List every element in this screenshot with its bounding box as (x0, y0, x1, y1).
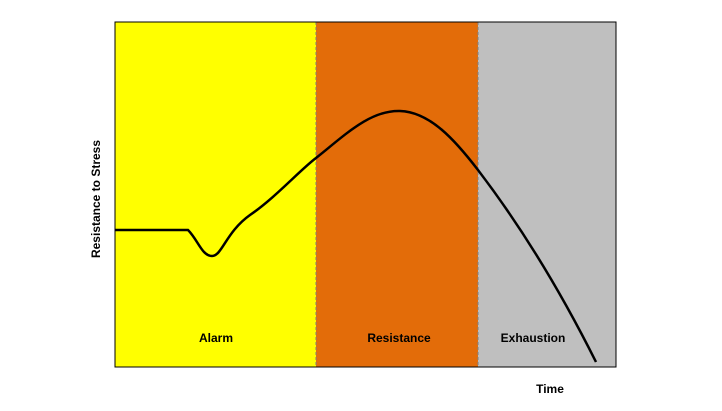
phase-label: Resistance (367, 331, 431, 345)
x-axis-label: Time (536, 382, 564, 396)
phase-label: Exhaustion (501, 331, 566, 345)
alarm-zone (115, 22, 316, 367)
resistance-zone (316, 22, 478, 367)
plot-frame (114, 21, 617, 368)
y-axis-label: Resistance to Stress (89, 140, 103, 258)
phase-label: Alarm (199, 331, 233, 345)
stress-curve (115, 109, 598, 363)
exhaustion-zone (478, 22, 616, 367)
